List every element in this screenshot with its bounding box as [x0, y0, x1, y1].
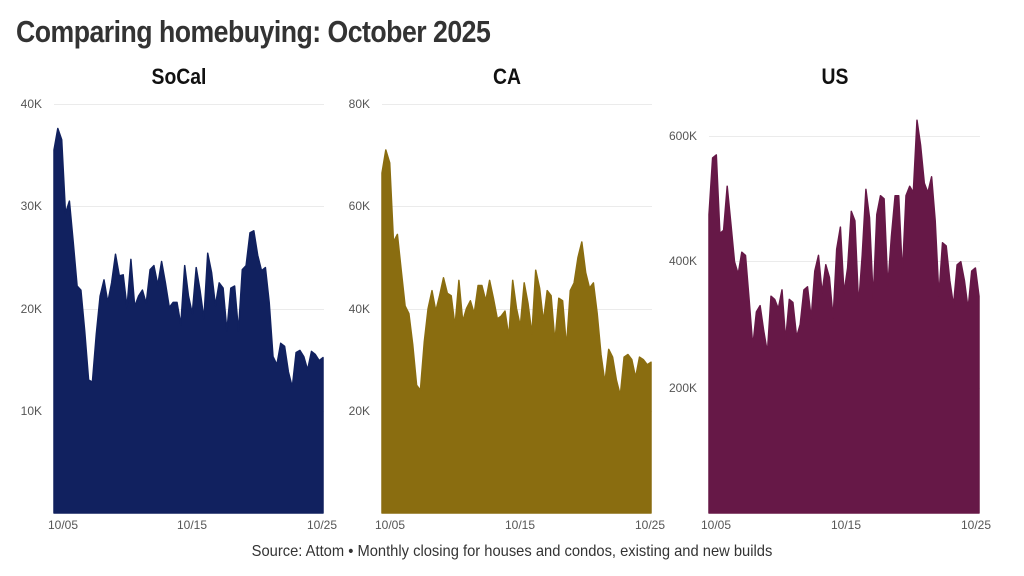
area-ca	[381, 149, 652, 514]
x-tick: 10/05	[47, 518, 79, 532]
area-us	[708, 119, 980, 514]
y-tick: 80K	[348, 97, 370, 111]
y-tick: 20K	[20, 302, 42, 316]
y-tick: 600K	[668, 129, 697, 143]
panel-title-ca: CA	[493, 64, 521, 89]
panel-title-socal: SoCal	[151, 64, 207, 89]
y-tick: 400K	[668, 254, 697, 268]
x-tick: 10/25	[960, 518, 992, 532]
area-socal	[53, 127, 324, 514]
x-tick: 10/25	[634, 518, 666, 532]
y-tick: 10K	[20, 404, 42, 418]
x-tick: 10/15	[830, 518, 862, 532]
page-title: Comparing homebuying: October 2025	[16, 14, 491, 49]
y-tick: 200K	[668, 381, 697, 395]
gridline	[54, 206, 324, 207]
y-tick: 40K	[20, 97, 42, 111]
y-tick: 60K	[348, 199, 370, 213]
y-tick: 40K	[348, 302, 370, 316]
gridline	[709, 136, 980, 137]
y-tick: 20K	[348, 404, 370, 418]
x-tick: 10/15	[504, 518, 536, 532]
y-tick: 30K	[20, 199, 42, 213]
x-tick: 10/05	[374, 518, 406, 532]
gridline	[382, 206, 652, 207]
x-tick: 10/05	[700, 518, 732, 532]
x-tick: 10/15	[176, 518, 208, 532]
panel-title-us: US	[821, 64, 849, 89]
x-tick: 10/25	[306, 518, 338, 532]
gridline	[54, 104, 324, 105]
gridline	[709, 261, 980, 262]
gridline	[382, 104, 652, 105]
source-note: Source: Attom • Monthly closing for hous…	[251, 543, 773, 560]
